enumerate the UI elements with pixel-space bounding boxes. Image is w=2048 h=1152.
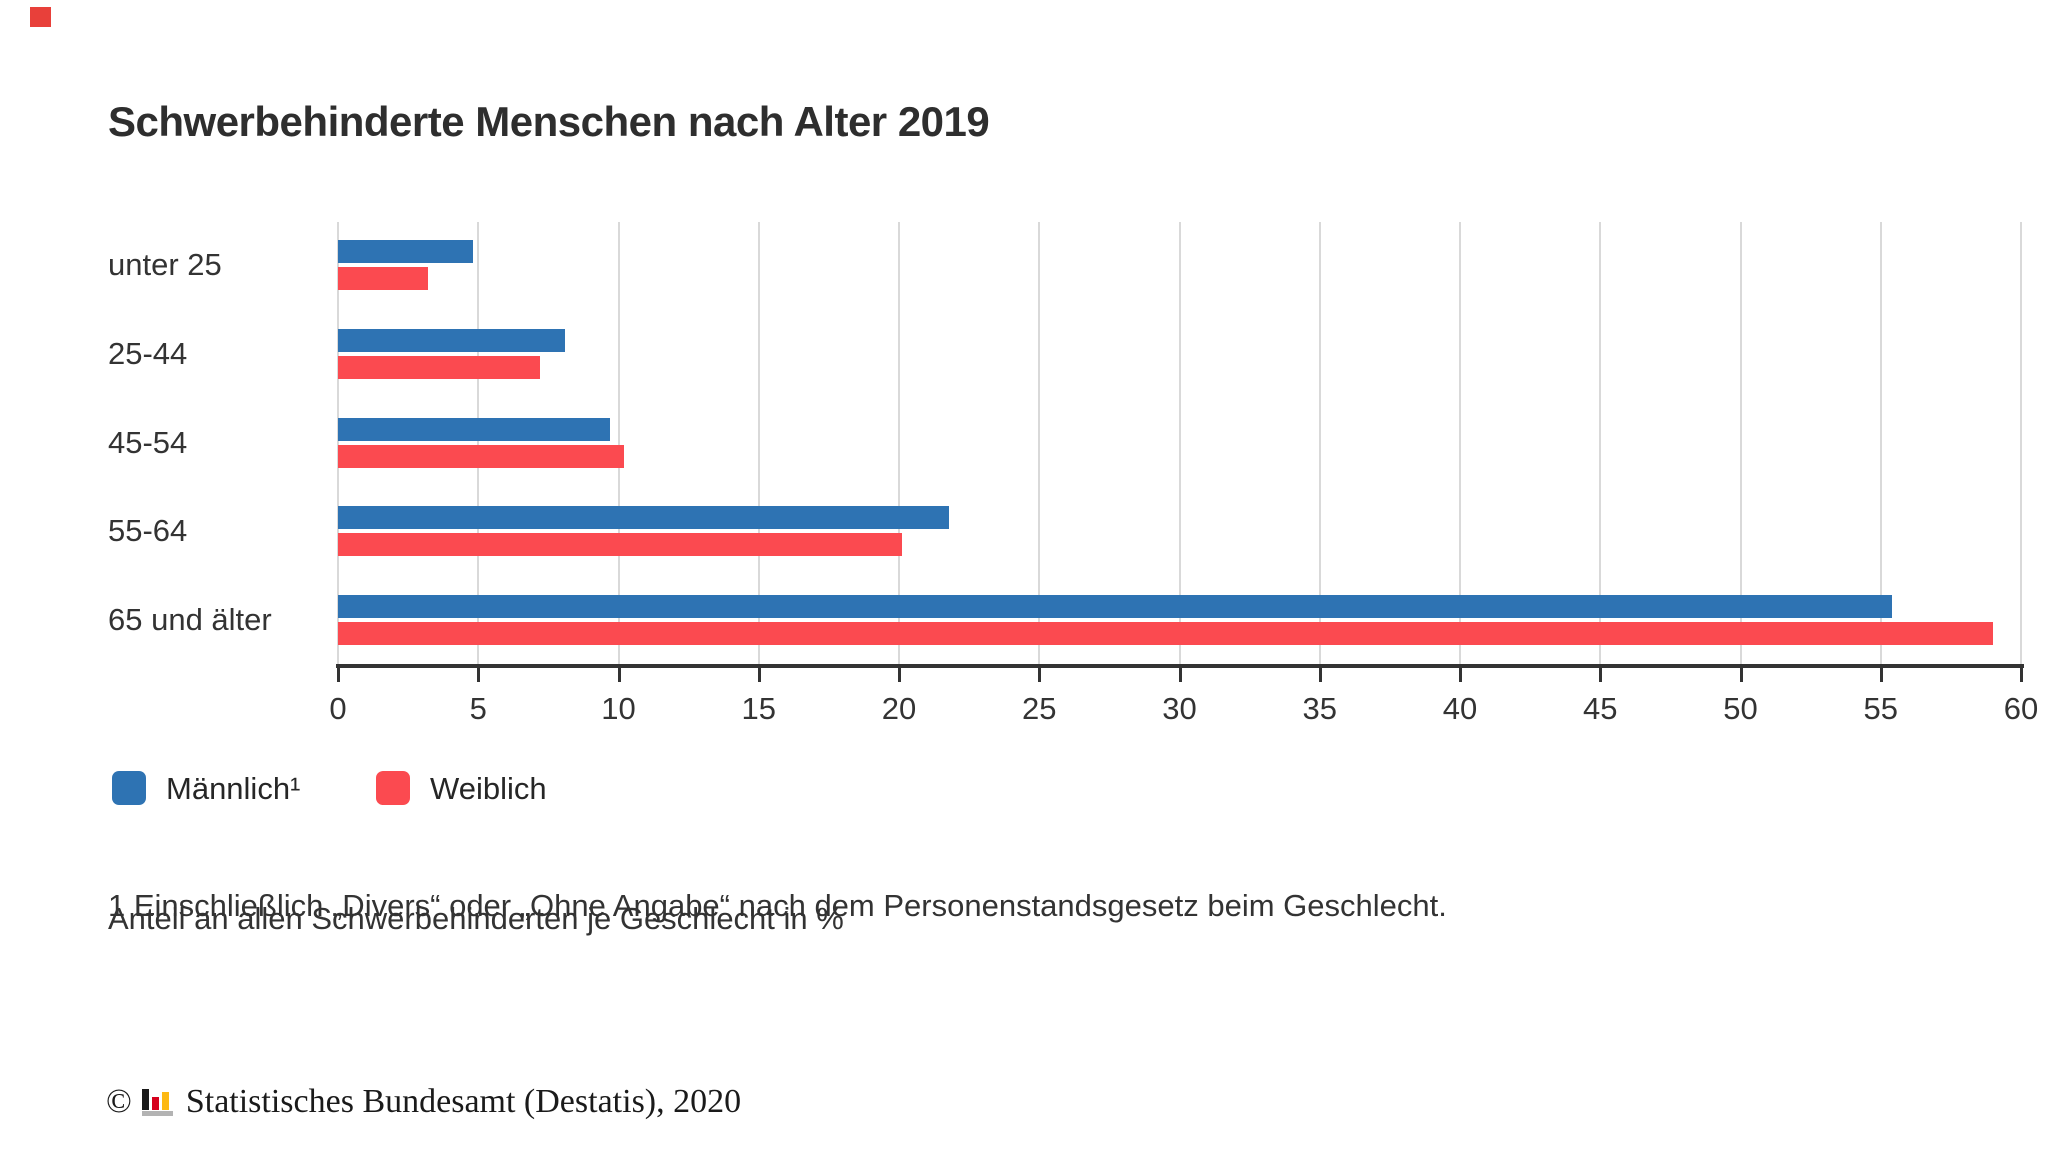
chart-title: Schwerbehinderte Menschen nach Alter 201… bbox=[108, 98, 990, 145]
bar-weiblich-2[interactable] bbox=[338, 444, 625, 468]
copyright-symbol: © bbox=[106, 1083, 132, 1120]
tick-label-50: 50 bbox=[1723, 691, 1758, 726]
logo-bar-black bbox=[141, 1089, 149, 1110]
footnote-divers: 1 Einschließlich „Divers“ oder „Ohne Ang… bbox=[108, 888, 1447, 923]
tick-mark-20 bbox=[898, 668, 901, 682]
gridline-15 bbox=[757, 222, 760, 666]
logo-bar-red bbox=[151, 1097, 159, 1110]
category-label-3: 55-64 bbox=[108, 513, 188, 549]
gridline-50 bbox=[1739, 222, 1742, 666]
legend-label-weiblich[interactable]: Weiblich bbox=[430, 771, 547, 806]
destatis-bar-chart-icon bbox=[140, 1082, 180, 1116]
gridline-40 bbox=[1459, 222, 1461, 666]
tick-label-55: 55 bbox=[1863, 691, 1898, 726]
bar-weiblich-1[interactable] bbox=[338, 355, 540, 379]
logo-bar-gold bbox=[161, 1092, 169, 1110]
tick-mark-35 bbox=[1318, 668, 1322, 682]
red-corner-marker bbox=[30, 7, 51, 27]
tick-label-15: 15 bbox=[741, 691, 776, 726]
bar-weiblich-0[interactable] bbox=[338, 267, 428, 290]
tick-mark-45 bbox=[1599, 668, 1603, 682]
tick-label-5: 5 bbox=[469, 691, 487, 726]
gridline-45 bbox=[1599, 222, 1602, 666]
tick-mark-55 bbox=[1879, 668, 1883, 682]
tick-label-25: 25 bbox=[1022, 691, 1057, 726]
bar-maennlich-2[interactable] bbox=[338, 417, 611, 441]
category-label-0: unter 25 bbox=[108, 247, 222, 282]
legend-swatch-weiblich[interactable] bbox=[376, 771, 410, 805]
tick-label-40: 40 bbox=[1442, 691, 1478, 726]
gridline-35 bbox=[1318, 222, 1321, 666]
tick-mark-25 bbox=[1038, 668, 1042, 682]
tick-label-10: 10 bbox=[601, 691, 636, 726]
tick-mark-0 bbox=[337, 668, 340, 682]
tick-label-60: 60 bbox=[2003, 691, 2039, 726]
category-label-2: 45-54 bbox=[108, 424, 188, 460]
gridline-0 bbox=[337, 222, 339, 666]
bar-weiblich-3[interactable] bbox=[338, 533, 902, 557]
bar-maennlich-3[interactable] bbox=[338, 506, 950, 530]
tick-mark-50 bbox=[1739, 668, 1743, 682]
tick-label-0: 0 bbox=[329, 691, 347, 726]
source-text: Statistisches Bundesamt (Destatis), 2020 bbox=[185, 1083, 742, 1120]
logo-base-line bbox=[141, 1111, 173, 1116]
bar-weiblich-4[interactable] bbox=[338, 622, 1993, 645]
tick-mark-30 bbox=[1178, 668, 1182, 682]
category-label-1: 25-44 bbox=[108, 335, 188, 371]
tick-mark-15 bbox=[757, 668, 761, 682]
source-line: © Statistisches Bundesamt (Destatis), 20… bbox=[106, 1082, 741, 1122]
gridline-25 bbox=[1038, 222, 1041, 666]
tick-mark-5 bbox=[477, 668, 481, 682]
gridline-60 bbox=[2020, 222, 2022, 666]
legend-swatch-maennlich[interactable] bbox=[112, 771, 146, 805]
gridline-10 bbox=[617, 222, 620, 666]
tick-label-45: 45 bbox=[1583, 691, 1618, 726]
x-axis-line bbox=[336, 664, 2024, 668]
category-label-4: 65 und älter bbox=[108, 602, 272, 637]
gridline-5 bbox=[477, 222, 480, 666]
gridline-20 bbox=[898, 222, 900, 666]
tick-label-35: 35 bbox=[1302, 691, 1337, 726]
gridline-30 bbox=[1178, 222, 1181, 666]
unit-note: Anteil an allen Schwerbehinderten je Ges… bbox=[108, 901, 844, 936]
gridline-55 bbox=[1879, 222, 1882, 666]
bar-maennlich-4[interactable] bbox=[338, 595, 1892, 618]
bar-maennlich-0[interactable] bbox=[338, 240, 473, 263]
tick-mark-40 bbox=[1459, 668, 1462, 682]
tick-mark-10 bbox=[617, 668, 621, 682]
bar-maennlich-1[interactable] bbox=[338, 328, 566, 352]
tick-mark-60 bbox=[2020, 668, 2023, 682]
tick-label-30: 30 bbox=[1162, 691, 1197, 726]
tick-label-20: 20 bbox=[881, 691, 917, 726]
legend-label-maennlich[interactable]: Männlich¹ bbox=[166, 771, 301, 806]
